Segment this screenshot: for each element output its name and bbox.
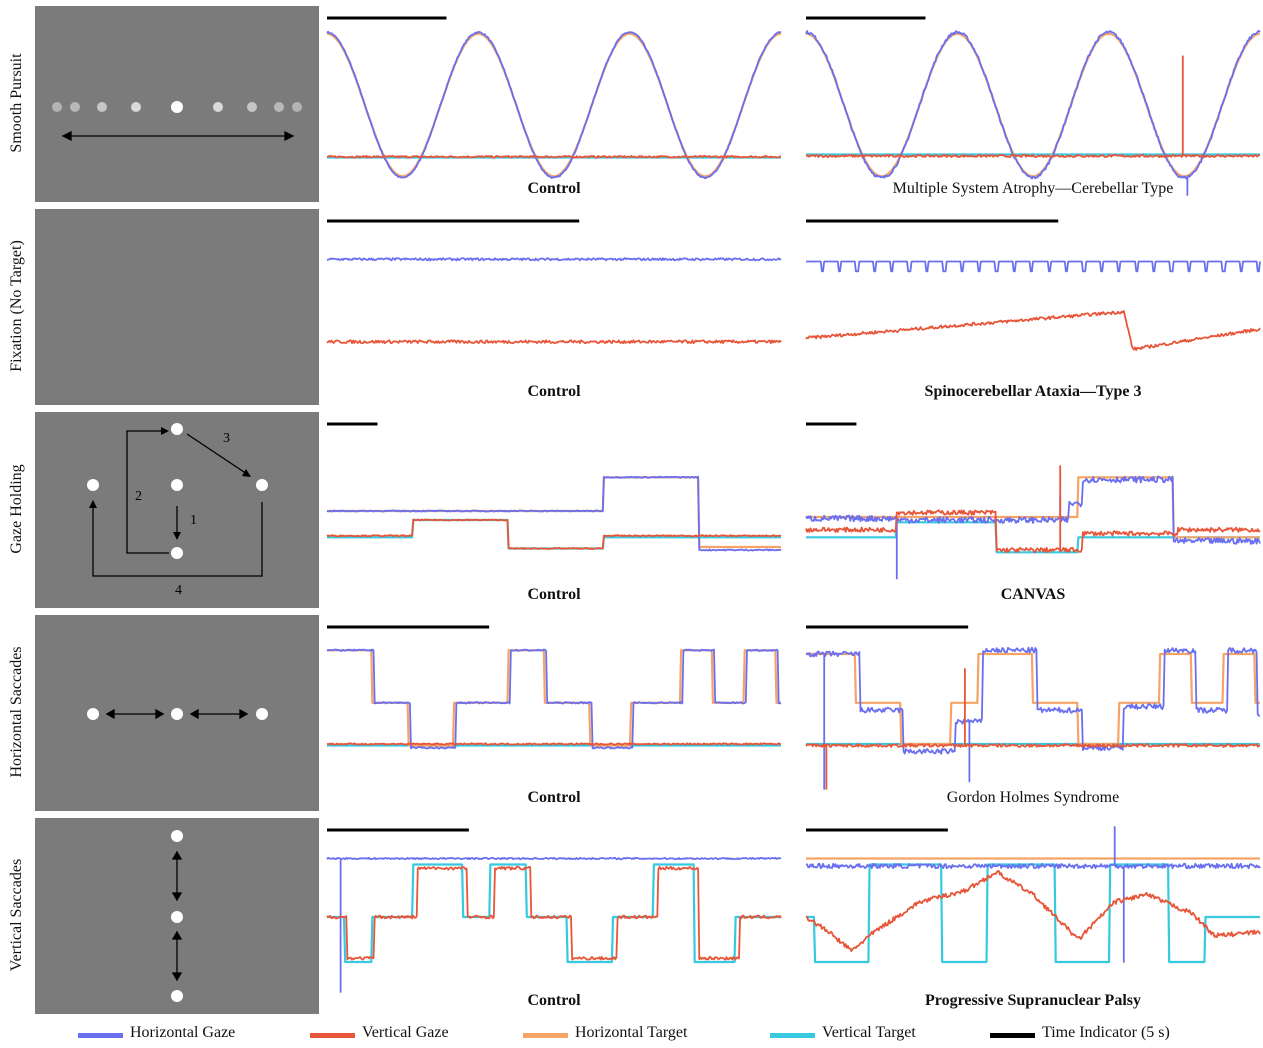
series-vertical-target — [327, 518, 781, 550]
series-vertical-gaze — [805, 55, 1261, 159]
series-vertical-gaze — [326, 865, 782, 961]
trace-chart — [805, 422, 1261, 580]
legend: Horizontal Gaze Vertical Gaze Horizontal… — [0, 1020, 1263, 1048]
panel-caption: CANVAS — [1000, 586, 1066, 603]
trace-chart — [805, 219, 1261, 351]
series-vertical-target — [327, 863, 781, 964]
pursuit-dots — [52, 101, 302, 113]
series-horizontal-target — [806, 652, 1260, 746]
series-vertical-gaze — [805, 465, 1261, 553]
row-label: Smooth Pursuit — [8, 53, 25, 153]
double-arrow-icon — [171, 850, 183, 982]
series-horizontal-gaze — [326, 648, 782, 750]
trace-panel-control: Control — [326, 410, 782, 606]
series-horizontal-gaze — [326, 257, 782, 262]
trace-panel-patient: Multiple System Atrophy—Cerebellar Type — [805, 4, 1261, 200]
panel-caption: Control — [527, 586, 581, 603]
panel-caption: Control — [527, 992, 581, 1009]
series-horizontal-gaze — [326, 475, 782, 552]
trace-panel-control: Control — [326, 613, 782, 809]
series-vertical-gaze — [805, 668, 1261, 790]
trace-chart — [805, 625, 1261, 790]
step-label-4: 4 — [175, 583, 182, 598]
double-arrow-icon — [61, 130, 295, 142]
step-label-1: 1 — [190, 513, 197, 528]
stimulus-schematic — [35, 209, 319, 405]
trace-panel-control: Control — [326, 816, 782, 1012]
legend-label: Horizontal Gaze — [130, 1024, 236, 1041]
trace-panel-patient: Gordon Holmes Syndrome — [805, 613, 1261, 809]
panel-caption: Control — [527, 383, 581, 400]
trace-panel-patient: Spinocerebellar Ataxia—Type 3 — [805, 207, 1261, 403]
panel-caption: Progressive Supranuclear Palsy — [925, 992, 1141, 1009]
trace-panel-patient: Progressive Supranuclear Palsy — [805, 816, 1261, 1012]
series-horizontal-gaze — [806, 260, 1261, 273]
row-fixation: Fixation (No Target) — [0, 207, 1263, 405]
row-label: Vertical Saccades — [8, 858, 25, 972]
stimulus-schematic — [35, 615, 319, 811]
row-gaze-holding: Gaze Holding 1 2 3 4 — [0, 410, 1263, 608]
series-horizontal-gaze — [326, 856, 782, 993]
path-arrows — [92, 430, 263, 577]
series-horizontal-target — [327, 649, 781, 747]
stimulus-schematic — [35, 818, 319, 1014]
legend-label: Time Indicator (5 s) — [1042, 1024, 1170, 1041]
trace-chart — [805, 826, 1261, 964]
legend-swatch — [523, 1033, 568, 1038]
horizontal-saccade-stimulus — [87, 708, 268, 720]
legend-label: Vertical Gaze — [362, 1024, 449, 1041]
legend-swatch — [310, 1033, 355, 1038]
arrow-heads — [89, 427, 251, 540]
row-label: Gaze Holding — [8, 464, 25, 554]
series-horizontal-gaze — [805, 646, 1261, 790]
step-label-2: 2 — [135, 489, 142, 504]
series-horizontal-gaze — [805, 475, 1261, 580]
trace-panel-control: Control — [326, 207, 782, 403]
series-horizontal-target — [327, 32, 781, 178]
series-vertical-gaze — [326, 742, 782, 746]
legend-swatch — [78, 1033, 123, 1038]
series-vertical-gaze — [805, 870, 1261, 953]
series-vertical-gaze — [805, 310, 1261, 351]
panel-caption: Gordon Holmes Syndrome — [946, 789, 1120, 806]
series-vertical-gaze — [326, 154, 781, 159]
gaze-holding-stimulus: 1 2 3 4 — [87, 423, 268, 598]
target-dots — [87, 423, 268, 559]
panel-caption: Control — [527, 789, 581, 806]
series-horizontal-target — [806, 476, 1260, 539]
trace-chart — [326, 422, 782, 552]
panel-caption: Control — [527, 180, 581, 197]
legend-label: Vertical Target — [822, 1024, 916, 1041]
trace-chart — [326, 219, 782, 345]
trace-panel-patient: CANVAS — [805, 410, 1261, 606]
panel-caption: Spinocerebellar Ataxia—Type 3 — [924, 383, 1142, 400]
series-vertical-gaze — [326, 518, 782, 551]
series-horizontal-gaze — [805, 29, 1261, 196]
series-horizontal-gaze — [326, 30, 782, 180]
smooth-pursuit-stimulus — [52, 101, 302, 142]
stimulus-schematic — [35, 6, 319, 202]
trace-chart — [326, 625, 782, 750]
row-smooth-pursuit: Smooth Pursuit — [0, 4, 1263, 202]
series-horizontal-gaze — [805, 826, 1261, 963]
legend-label: Horizontal Target — [575, 1024, 688, 1041]
row-label: Horizontal Saccades — [8, 646, 25, 778]
legend-swatch — [770, 1033, 815, 1038]
double-arrow-icon — [105, 708, 249, 720]
row-label: Fixation (No Target) — [8, 240, 25, 372]
step-numbers: 1 2 3 4 — [135, 431, 230, 598]
vertical-saccade-stimulus — [171, 830, 183, 1002]
legend-swatch — [990, 1033, 1035, 1038]
trace-chart — [805, 16, 1261, 196]
row-horizontal-saccades: Horizontal Saccades — [0, 613, 1263, 811]
trace-panel-control: Control — [326, 4, 782, 200]
step-label-3: 3 — [223, 431, 230, 446]
trace-chart — [326, 828, 782, 993]
row-vertical-saccades: Vertical Saccades — [0, 816, 1263, 1014]
series-vertical-gaze — [326, 339, 782, 345]
stimulus-schematic: 1 2 3 4 — [35, 412, 319, 608]
panel-caption: Multiple System Atrophy—Cerebellar Type — [892, 180, 1174, 197]
trace-chart — [326, 16, 782, 180]
